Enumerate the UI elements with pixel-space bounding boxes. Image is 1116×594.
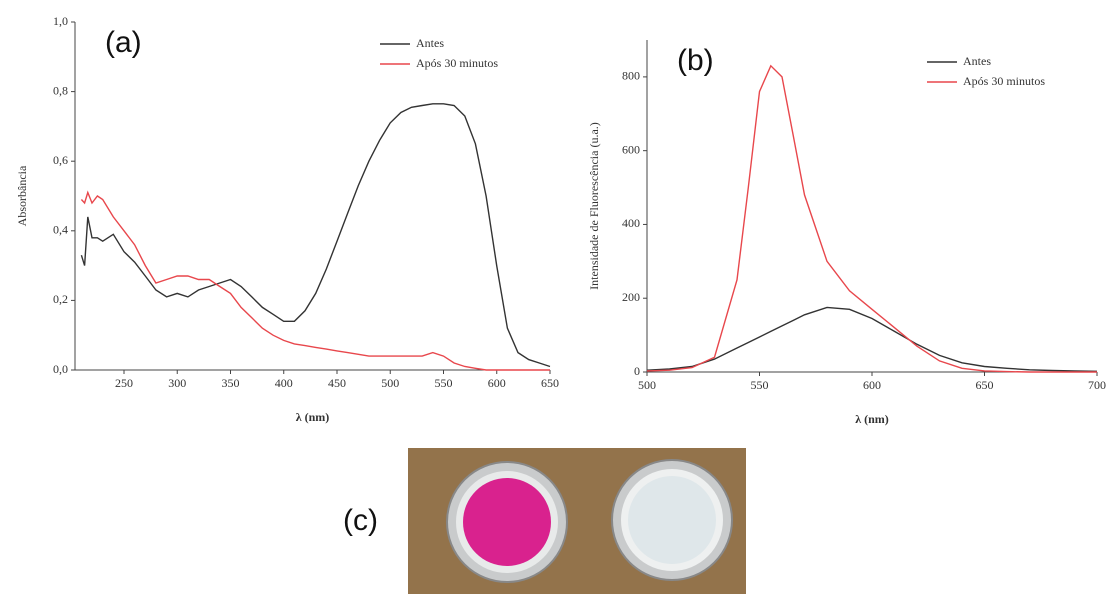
y-tick-label: 0,0 bbox=[53, 362, 68, 376]
y-tick-label: 0,4 bbox=[53, 223, 68, 237]
x-tick-label: 650 bbox=[976, 378, 994, 392]
x-axis-label: λ (nm) bbox=[855, 412, 889, 426]
y-tick-label: 400 bbox=[622, 216, 640, 230]
legend-label: Após 30 minutos bbox=[416, 56, 498, 70]
panel-label: (b) bbox=[677, 44, 714, 77]
legend-label: Antes bbox=[416, 36, 444, 50]
x-tick-label: 250 bbox=[115, 376, 133, 390]
x-tick-label: 600 bbox=[488, 376, 506, 390]
series-line bbox=[646, 306, 1098, 372]
y-tick-label: 600 bbox=[622, 142, 640, 156]
x-tick-label: 650 bbox=[541, 376, 559, 390]
x-tick-label: 350 bbox=[221, 376, 239, 390]
y-tick-label: 0,2 bbox=[53, 292, 68, 306]
y-tick-label: 0 bbox=[634, 364, 640, 378]
legend-label: Após 30 minutos bbox=[963, 74, 1045, 88]
y-tick-label: 1,0 bbox=[53, 14, 68, 28]
x-tick-label: 400 bbox=[275, 376, 293, 390]
x-tick-label: 550 bbox=[434, 376, 452, 390]
y-axis-label: Absorbância bbox=[15, 165, 29, 226]
series-line bbox=[646, 64, 1097, 373]
y-tick-label: 200 bbox=[622, 290, 640, 304]
y-tick-label: 0,8 bbox=[53, 83, 68, 97]
x-axis-label: λ (nm) bbox=[296, 410, 330, 424]
x-tick-label: 600 bbox=[863, 378, 881, 392]
panel-label: (c) bbox=[343, 504, 378, 537]
panel-label: (a) bbox=[105, 26, 142, 59]
x-tick-label: 500 bbox=[638, 378, 656, 392]
x-tick-label: 500 bbox=[381, 376, 399, 390]
x-tick-label: 300 bbox=[168, 376, 186, 390]
y-tick-label: 800 bbox=[622, 69, 640, 83]
series-line bbox=[80, 103, 551, 368]
y-axis-label: Intensidade de Fluorescência (u.a.) bbox=[587, 122, 601, 290]
x-tick-label: 450 bbox=[328, 376, 346, 390]
x-tick-label: 550 bbox=[751, 378, 769, 392]
legend-label: Antes bbox=[963, 54, 991, 68]
series-line bbox=[80, 190, 550, 371]
photo bbox=[408, 448, 746, 594]
y-tick-label: 0,6 bbox=[53, 153, 68, 167]
x-tick-label: 700 bbox=[1088, 378, 1106, 392]
